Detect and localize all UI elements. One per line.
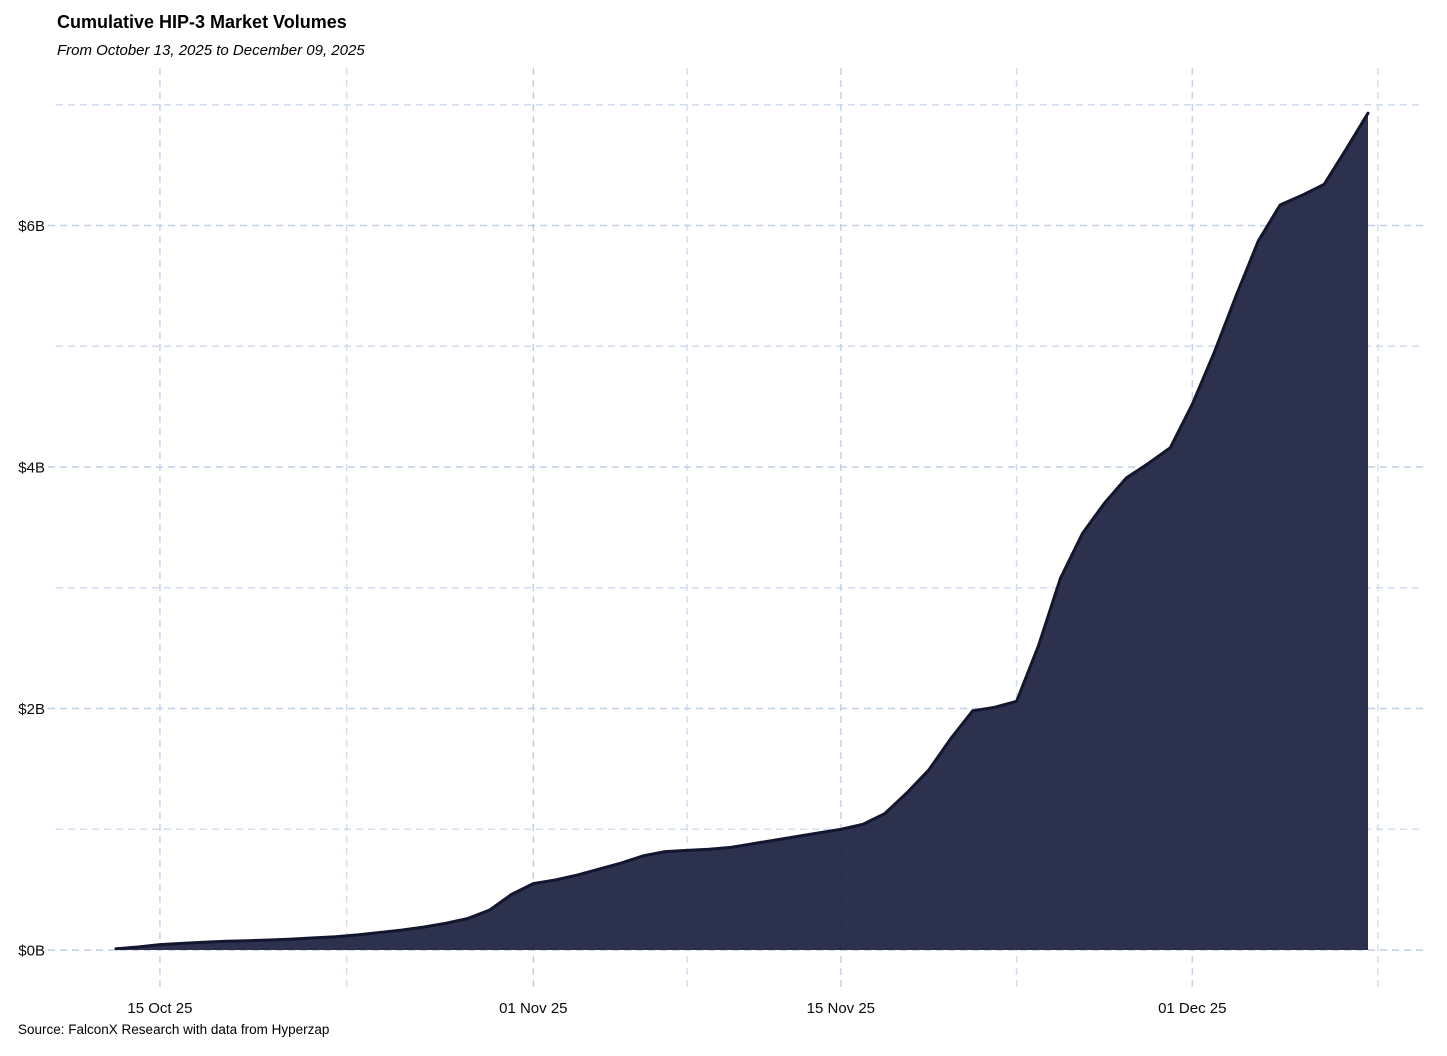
area-series-fill bbox=[116, 113, 1368, 950]
chart-title: Cumulative HIP-3 Market Volumes bbox=[57, 12, 347, 32]
x-tick-label: 01 Nov 25 bbox=[499, 1000, 567, 1017]
x-tick-label: 01 Dec 25 bbox=[1158, 1000, 1226, 1017]
y-tick-label: $2B bbox=[18, 701, 45, 718]
y-tick-label: $6B bbox=[18, 218, 45, 235]
y-tick-label: $0B bbox=[18, 942, 45, 959]
source-note: Source: FalconX Research with data from … bbox=[18, 1022, 330, 1037]
chart-subtitle: From October 13, 2025 to December 09, 20… bbox=[57, 42, 365, 59]
area-series-line bbox=[114, 111, 1370, 951]
y-tick-label: $4B bbox=[18, 459, 45, 476]
x-tick-label: 15 Nov 25 bbox=[807, 1000, 875, 1017]
x-tick-label: 15 Oct 25 bbox=[127, 1000, 192, 1017]
